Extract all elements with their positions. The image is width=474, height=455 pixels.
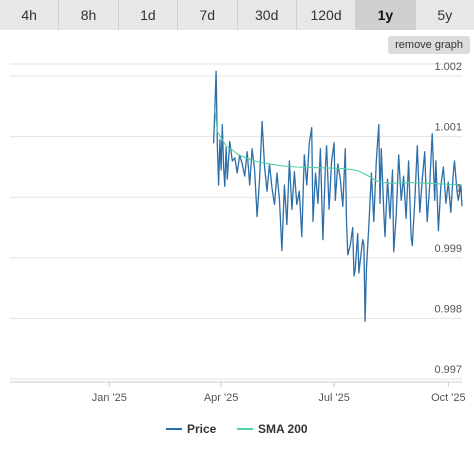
x-tick-label: Jan '25 <box>92 392 127 404</box>
price-chart: 0.997 0.998 0.999 1 1.001 1.002 Jan '25 Apr '25… <box>10 61 466 436</box>
time-range-tabs: 4h 8h 1d 7d 30d 120d 1y 5y <box>0 0 474 30</box>
tab-7d[interactable]: 7d <box>178 0 238 30</box>
tab-1d[interactable]: 1d <box>119 0 179 30</box>
remove-graph-button[interactable]: remove graph <box>388 36 470 54</box>
y-tick-label: 0.999 <box>434 243 462 255</box>
legend: Price SMA 200 <box>166 422 308 436</box>
axis-layer: 0.997 0.998 0.999 1 1.001 1.002 Jan '25 Apr '25… <box>10 61 466 404</box>
y-tick-label: 0.998 <box>434 303 462 315</box>
tab-120d[interactable]: 120d <box>297 0 357 30</box>
y-tick-label: 1.001 <box>434 122 462 134</box>
series-line-sma-200 <box>214 109 463 186</box>
y-tick-label: 1 <box>456 182 462 194</box>
y-tick-label: 1.002 <box>434 61 462 73</box>
series-line-price <box>212 70 463 323</box>
legend-label: Price <box>187 422 217 436</box>
y-tick-label: 0.997 <box>434 364 462 376</box>
legend-label: SMA 200 <box>258 422 308 436</box>
series-layer <box>212 70 463 323</box>
grid-layer <box>10 63 462 380</box>
tab-1y[interactable]: 1y <box>356 0 416 30</box>
tab-8h[interactable]: 8h <box>59 0 119 30</box>
x-tick-label: Jul '25 <box>318 392 349 404</box>
x-tick-label: Apr '25 <box>204 392 239 404</box>
tab-30d[interactable]: 30d <box>238 0 297 30</box>
chart-area: 0.997 0.998 0.999 1 1.001 1.002 Jan '25 Apr '25… <box>0 56 474 455</box>
x-tick-label: Oct '25 <box>431 392 466 404</box>
tab-5y[interactable]: 5y <box>437 7 453 23</box>
tab-4h[interactable]: 4h <box>0 0 60 30</box>
